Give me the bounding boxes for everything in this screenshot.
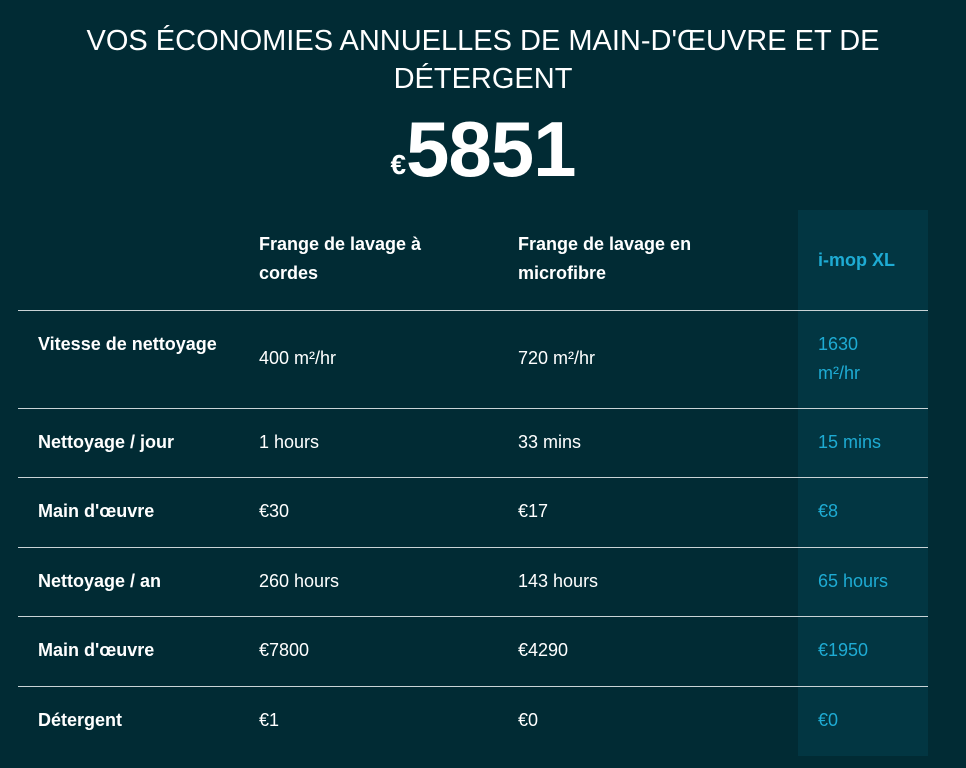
cell-strings-speed: 400 m²/hr: [259, 348, 337, 368]
cell-strings-labour-yearly: €7800: [259, 640, 310, 660]
header-strings-mop: Frange de lavage à cordes: [259, 234, 422, 283]
cell-strings-labour-daily: €30: [259, 501, 290, 521]
cell-imop-per-day: 15 mins: [818, 432, 882, 452]
savings-amount: 5851: [406, 105, 577, 193]
row-label-labour-yearly: Main d'œuvre: [38, 640, 155, 660]
cell-imop-speed: 1630 m²/hr: [818, 334, 860, 383]
row-divider: [18, 616, 928, 617]
cell-imop-per-year: 65 hours: [818, 571, 889, 591]
row-divider: [18, 310, 928, 311]
cell-strings-per-day: 1 hours: [259, 432, 320, 452]
cell-imop-labour-daily: €8: [818, 501, 839, 521]
savings-currency: €: [390, 149, 407, 180]
row-divider: [18, 408, 928, 409]
row-label-cleaning-per-year: Nettoyage / an: [38, 571, 162, 591]
cell-strings-per-year: 260 hours: [259, 571, 340, 591]
cell-microfibre-per-year: 143 hours: [518, 571, 599, 591]
row-divider: [18, 547, 928, 548]
header-microfibre-mop: Frange de lavage en microfibre: [518, 234, 692, 283]
imop-column-highlight: [798, 210, 928, 756]
cell-microfibre-labour-yearly: €4290: [518, 640, 569, 660]
row-label-labour-daily: Main d'œuvre: [38, 501, 155, 521]
cell-microfibre-speed: 720 m²/hr: [518, 348, 596, 368]
cell-strings-detergent: €1: [259, 710, 280, 730]
row-label-detergent: Détergent: [38, 710, 123, 730]
cell-imop-detergent: €0: [818, 710, 839, 730]
row-label-cleaning-per-day: Nettoyage / jour: [38, 432, 175, 452]
row-divider: [18, 477, 928, 478]
row-label-cleaning-speed: Vitesse de nettoyage: [38, 334, 217, 354]
cell-microfibre-per-day: 33 mins: [518, 432, 582, 452]
total-savings: €5851: [0, 104, 966, 194]
page-title: VOS ÉCONOMIES ANNUELLES DE MAIN-D'ŒUVRE …: [86, 25, 880, 95]
row-divider: [18, 686, 928, 687]
cell-microfibre-detergent: €0: [518, 710, 539, 730]
cell-imop-labour-yearly: €1950: [818, 640, 869, 660]
header-imop-xl: i-mop XL: [818, 250, 895, 270]
cell-microfibre-labour-daily: €17: [518, 501, 549, 521]
